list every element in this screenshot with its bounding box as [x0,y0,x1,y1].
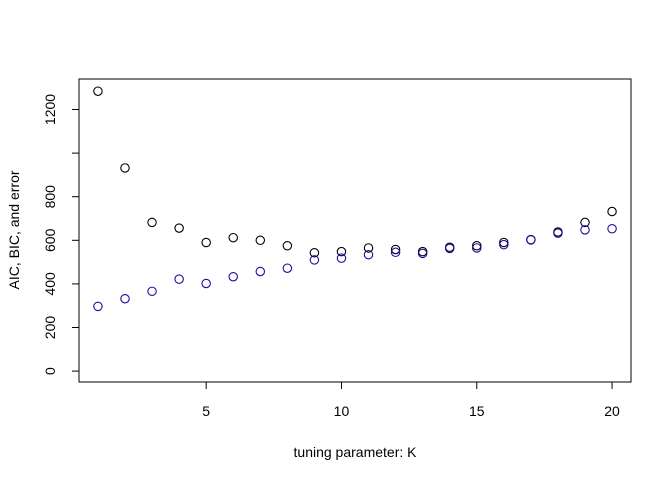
series-2-point [309,255,320,265]
y-tick-label: 0 [42,367,58,375]
series-1-point [147,217,157,228]
series-2-point [499,239,509,250]
y-axis: 0 200 400 600 800 1200 [42,94,80,375]
series-1-point [201,237,211,248]
series-2-point [93,301,103,312]
y-tick-label: 200 [42,316,58,340]
series-2-point [417,248,428,259]
x-tick-label: 15 [469,403,485,419]
y-tick-label: 800 [42,185,58,209]
y-tick-label: 1200 [42,94,58,125]
series-2-point [228,271,238,282]
x-tick-label: 10 [334,403,350,419]
series-1-point [580,217,590,228]
data-points [93,86,617,312]
series-1-point [255,235,266,246]
series-1-point [174,223,184,233]
series-2-point [390,247,401,258]
series-1-point [282,241,293,251]
series-1-point [120,163,130,173]
series-2-point [120,293,130,304]
x-axis-label: tuning parameter: K [294,444,418,460]
y-tick-label: 600 [42,228,58,252]
plot-frame [78,78,632,383]
series-2-point [147,286,157,297]
series-1-point [228,232,238,243]
series-2-point [553,228,563,238]
series-2-point [526,235,536,245]
x-tick-label: 20 [604,403,620,419]
series-2-point [472,243,482,253]
series-2-point [255,266,266,277]
series-2-point [336,253,347,263]
x-axis: 5 10 15 20 [202,381,620,419]
series-2-point [580,225,590,235]
series-1-point [93,86,103,96]
y-tick-label: 400 [42,272,58,296]
series-2-point [282,263,293,273]
series-2-point [363,249,374,260]
series-1-point [336,246,347,257]
series-1-point [309,247,320,258]
x-tick-label: 5 [202,403,210,419]
series-2-point [201,278,211,289]
series-2-point [607,224,617,234]
series-2-point [174,274,184,284]
series-1-point [390,244,401,255]
series-2-point [444,243,455,254]
series-1-point [607,206,617,217]
y-axis-label: AIC, BIC, and error [6,170,22,289]
series-1-point [363,243,374,253]
